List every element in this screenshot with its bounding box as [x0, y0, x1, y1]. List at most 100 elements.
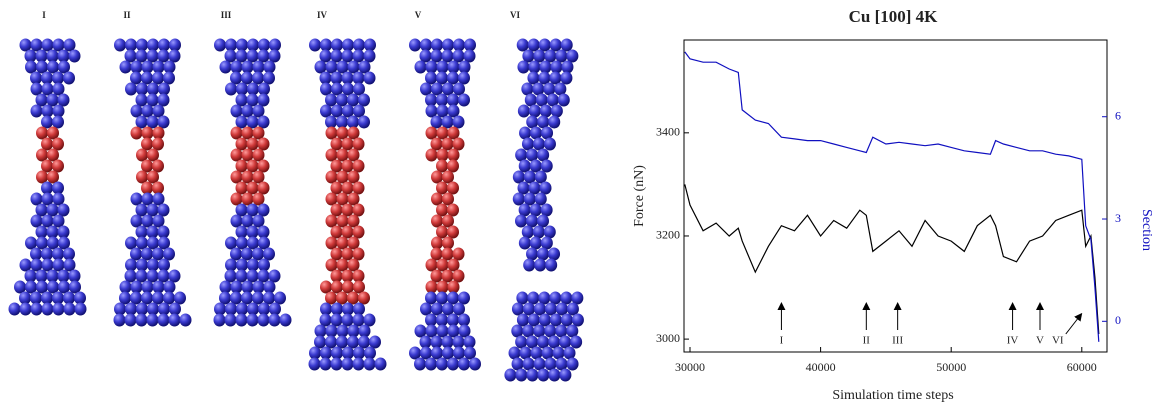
atom-red — [352, 203, 365, 217]
atom-blue — [52, 115, 64, 129]
atom-blue — [442, 346, 454, 360]
atom-blue — [309, 346, 321, 360]
atom-blue — [538, 71, 551, 85]
atom-red — [252, 148, 265, 162]
atom-blue — [541, 126, 554, 140]
atom-blue — [252, 60, 265, 74]
atom-blue — [527, 71, 540, 85]
atom-blue — [319, 71, 332, 85]
atom-blue — [30, 82, 43, 96]
atom-blue — [325, 60, 338, 74]
atom-blue — [258, 302, 270, 316]
y-axis-label: Force (nN) — [632, 165, 647, 227]
atom-red — [136, 170, 148, 184]
atom-blue — [516, 38, 529, 52]
atom-red — [41, 159, 53, 173]
atom-blue — [458, 71, 470, 85]
atom-blue — [363, 313, 376, 327]
atom-blue — [157, 225, 170, 239]
atom-blue — [336, 93, 348, 107]
atom-blue — [152, 60, 165, 74]
atom-blue — [158, 38, 170, 52]
atom-blue — [511, 324, 524, 338]
atom-blue — [342, 104, 354, 118]
atom-red — [130, 126, 143, 140]
atom-blue — [442, 82, 454, 96]
atom-blue — [430, 335, 443, 349]
atom-blue — [19, 302, 32, 316]
atom-blue — [25, 280, 37, 294]
atom-blue — [430, 115, 443, 129]
atom-blue — [561, 60, 574, 74]
atom-blue — [325, 115, 337, 129]
atom-blue — [179, 313, 192, 327]
atom-blue — [124, 49, 137, 63]
atom-blue — [63, 71, 75, 85]
atom-blue — [152, 291, 164, 305]
atom-red — [336, 291, 348, 305]
atom-blue — [41, 38, 54, 52]
atom-blue — [58, 280, 70, 294]
atom-blue — [30, 71, 42, 85]
atom-blue — [247, 82, 259, 96]
chart-title: Cu [100] 4K — [849, 7, 939, 26]
atom-red — [352, 159, 365, 173]
atom-blue — [168, 269, 181, 283]
atom-blue — [252, 104, 265, 118]
atom-blue — [257, 269, 270, 283]
atom-red — [325, 170, 338, 184]
atom-blue — [224, 269, 237, 283]
atom-blue — [512, 170, 525, 184]
atom-blue — [263, 60, 276, 74]
atom-red — [436, 225, 448, 239]
atom-red — [442, 192, 454, 206]
atom-blue — [30, 214, 43, 228]
atom-blue — [514, 214, 527, 228]
atom-blue — [52, 291, 64, 305]
x-tick-label: 60000 — [1067, 360, 1097, 374]
atom-blue — [57, 49, 70, 63]
atom-red — [241, 148, 254, 162]
atom-blue — [308, 357, 321, 371]
atom-blue — [74, 291, 86, 305]
atom-blue — [447, 291, 459, 305]
atom-blue — [560, 71, 573, 85]
atom-blue — [74, 302, 87, 316]
atom-red — [347, 214, 360, 228]
atom-red — [436, 203, 448, 217]
atom-blue — [52, 71, 64, 85]
atom-blue — [341, 49, 354, 63]
atom-red — [347, 258, 360, 272]
atom-blue — [518, 203, 531, 217]
atom-red — [257, 159, 270, 173]
atom-red — [241, 192, 254, 206]
atom-red — [431, 214, 443, 228]
atom-blue — [452, 115, 465, 129]
atom-blue — [152, 214, 165, 228]
atom-blue — [52, 104, 65, 118]
atom-blue — [135, 203, 148, 217]
panel-label: III — [221, 10, 232, 20]
atom-blue — [157, 269, 170, 283]
atom-red — [347, 170, 360, 184]
atom-blue — [268, 269, 281, 283]
atom-blue — [247, 38, 259, 52]
atom-red — [325, 148, 338, 162]
atom-blue — [369, 335, 381, 349]
atom-blue — [464, 346, 476, 360]
atom-blue — [241, 291, 253, 305]
atom-blue — [550, 104, 563, 118]
atom-blue — [147, 82, 159, 96]
panel-label: I — [42, 10, 46, 20]
atom-red — [41, 137, 53, 151]
plot-frame — [683, 39, 1108, 353]
atom-blue — [41, 258, 54, 272]
atom-blue — [263, 291, 275, 305]
atom-blue — [515, 148, 528, 162]
atom-blue — [358, 60, 371, 74]
atom-blue — [268, 49, 281, 63]
atom-blue — [320, 302, 332, 316]
atom-blue — [68, 49, 81, 63]
panel-label: IV — [317, 10, 328, 20]
atom-blue — [458, 313, 470, 327]
